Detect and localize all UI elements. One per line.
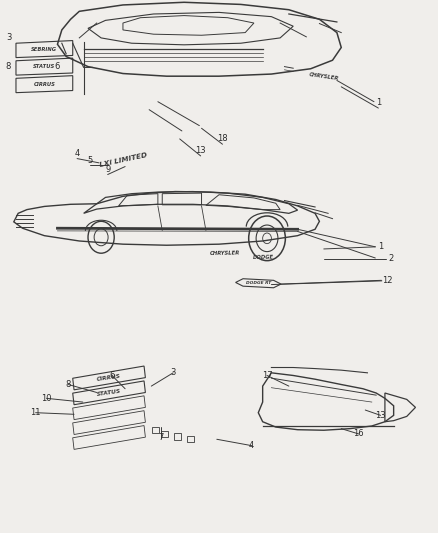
Text: 7: 7 bbox=[159, 433, 164, 442]
Bar bbox=[152, 427, 159, 433]
Text: 4: 4 bbox=[249, 441, 254, 450]
Text: 4: 4 bbox=[74, 149, 80, 158]
Text: 1: 1 bbox=[378, 243, 383, 252]
Text: 12: 12 bbox=[382, 276, 392, 285]
Text: 16: 16 bbox=[353, 430, 364, 439]
Text: 1: 1 bbox=[376, 98, 381, 107]
Text: 3: 3 bbox=[170, 368, 176, 377]
Bar bbox=[161, 431, 168, 437]
Text: SEBRING: SEBRING bbox=[32, 47, 57, 52]
Text: 13: 13 bbox=[195, 146, 206, 155]
Text: 8: 8 bbox=[66, 380, 71, 389]
Text: LXi LIMITED: LXi LIMITED bbox=[99, 152, 148, 168]
Text: 6: 6 bbox=[110, 371, 115, 380]
Text: 11: 11 bbox=[30, 408, 41, 417]
Text: 17: 17 bbox=[262, 371, 272, 380]
Text: CHRYSLER: CHRYSLER bbox=[209, 251, 240, 256]
Text: CIRRUS: CIRRUS bbox=[33, 82, 55, 87]
Text: 13: 13 bbox=[375, 411, 386, 420]
Text: 8: 8 bbox=[6, 62, 11, 70]
Text: DODGE: DODGE bbox=[253, 255, 274, 260]
Text: 18: 18 bbox=[217, 134, 228, 143]
Text: STATUS: STATUS bbox=[33, 64, 56, 69]
Bar bbox=[187, 436, 194, 442]
Text: 10: 10 bbox=[41, 394, 52, 403]
Text: 6: 6 bbox=[54, 62, 59, 70]
Text: 2: 2 bbox=[389, 254, 394, 263]
Bar bbox=[174, 433, 181, 440]
Text: CHRYSLER: CHRYSLER bbox=[308, 71, 339, 81]
Text: CIRRUS: CIRRUS bbox=[96, 374, 121, 382]
Text: 5: 5 bbox=[88, 156, 93, 165]
Text: 3: 3 bbox=[6, 34, 11, 43]
Text: STATUS: STATUS bbox=[96, 389, 122, 397]
Text: 9: 9 bbox=[105, 165, 110, 174]
Text: DODGE RT: DODGE RT bbox=[246, 281, 271, 285]
